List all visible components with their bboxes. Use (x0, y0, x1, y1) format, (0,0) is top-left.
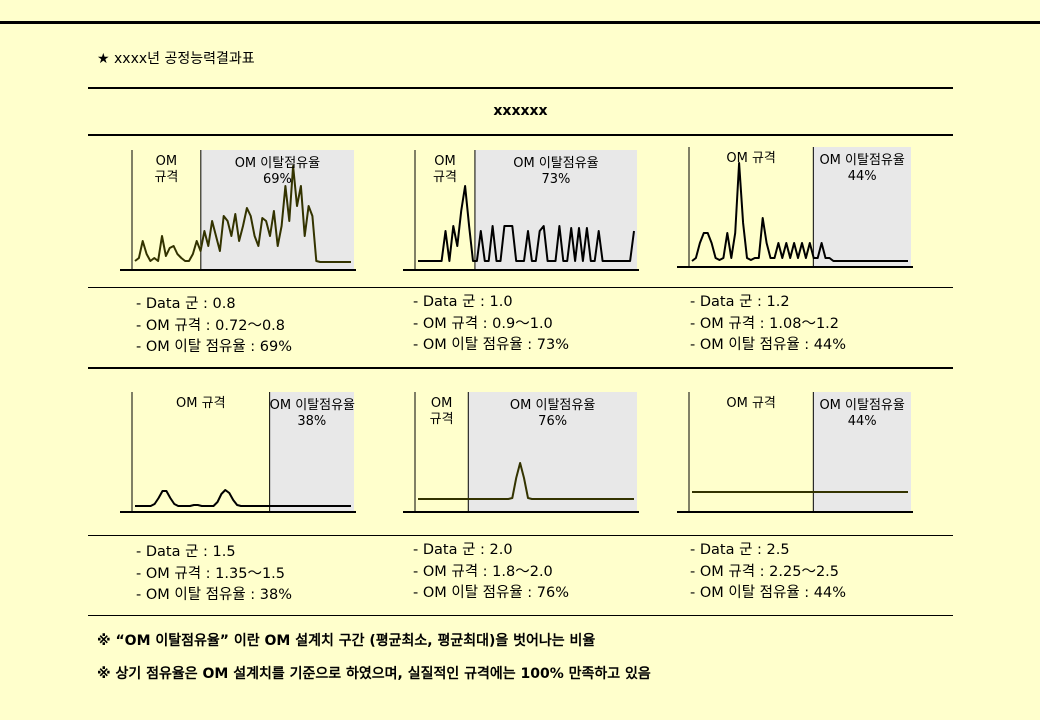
info-data-group: - Data 군 : 2.0 (413, 542, 513, 558)
table-header: xxxxxx (493, 103, 548, 119)
info-om-outside: - OM 이탈 점유율 : 76% (413, 585, 570, 601)
table-top-rule (88, 87, 953, 89)
info-om-spec: - OM 규격 : 0.9～1.0 (413, 315, 553, 332)
info-data-group: - Data 군 : 2.5 (690, 542, 790, 558)
spec-label: OM 규격 (726, 151, 776, 166)
chart-info: - Data 군 : 1.2 - OM 규격 : 1.08～1.2 - OM 이… (690, 292, 846, 357)
spec-label: OM 규격 (726, 396, 776, 411)
chart-svg (120, 392, 356, 513)
info-om-outside: - OM 이탈 점유율 : 73% (413, 337, 570, 353)
footnote-definition: ※ “OM 이탈점유율” 이란 OM 설계치 구간 (평균최소, 평균최대)을 … (97, 633, 596, 649)
table-header-rule (88, 134, 953, 136)
page-title: ★ xxxx년 공정능력결과표 (97, 51, 255, 67)
chart-svg (677, 392, 913, 513)
chart-panel: OM 규격 OM 이탈점유율 44% (677, 390, 917, 530)
chart-svg (403, 150, 639, 271)
info-om-outside: - OM 이탈 점유율 : 69% (136, 339, 293, 355)
chart-info: - Data 군 : 1.0 - OM 규격 : 0.9～1.0 - OM 이탈… (413, 292, 569, 357)
info-om-spec: - OM 규격 : 1.8～2.0 (413, 563, 553, 580)
outside-region (269, 392, 354, 512)
outside-label: OM 이탈점유율 73% (513, 156, 599, 187)
chart-info: - Data 군 : 1.5 - OM 규격 : 1.35～1.5 - OM 이… (136, 542, 292, 607)
chart-panel: OM 규격 OM 이탈점유율 69% (120, 148, 360, 288)
distribution-line (691, 162, 908, 262)
outside-region (813, 147, 911, 267)
outside-label: OM 이탈점유율 44% (819, 398, 905, 429)
distribution-line (135, 489, 351, 507)
spec-label: OM 규격 (429, 396, 454, 427)
info-om-spec: - OM 규격 : 2.25～2.5 (690, 563, 840, 580)
footnote-basis: ※ 상기 점유율은 OM 설계치를 기준으로 하였으며, 실질적인 규격에는 1… (97, 666, 651, 682)
distribution-line (134, 165, 351, 263)
row-separator-rule (88, 367, 953, 369)
chart-panel: OM 규격 OM 이탈점유율 38% (120, 390, 360, 530)
chart-panel: OM 규격 OM 이탈점유율 73% (403, 148, 643, 288)
chart-info: - Data 군 : 2.5 - OM 규격 : 2.25～2.5 - OM 이… (690, 540, 846, 605)
row2-info-rule (88, 535, 953, 536)
outside-label: OM 이탈점유율 38% (269, 398, 356, 429)
outside-region (200, 150, 354, 270)
info-data-group: - Data 군 : 0.8 (136, 296, 236, 312)
info-data-group: - Data 군 : 1.5 (136, 544, 236, 560)
chart-info: - Data 군 : 0.8 - OM 규격 : 0.72～0.8 - OM 이… (136, 294, 292, 359)
top-border-line (0, 21, 1040, 24)
info-data-group: - Data 군 : 1.0 (413, 294, 513, 310)
spec-label: OM 규격 (433, 154, 457, 185)
spec-label: OM 규격 (176, 396, 226, 411)
chart-svg (120, 150, 356, 271)
outside-label: OM 이탈점유율 44% (819, 153, 905, 184)
info-om-spec: - OM 규격 : 1.35～1.5 (136, 565, 286, 582)
chart-panel: OM 규격 OM 이탈점유율 76% (403, 390, 643, 530)
outside-label: OM 이탈점유율 76% (509, 398, 596, 429)
outside-region (468, 392, 637, 512)
chart-svg (403, 392, 639, 513)
chart-panel: OM 규격 OM 이탈점유율 44% (677, 145, 917, 285)
spec-label: OM 규격 (154, 154, 179, 185)
info-om-spec: - OM 규격 : 1.08～1.2 (690, 315, 840, 332)
info-om-outside: - OM 이탈 점유율 : 44% (690, 337, 847, 353)
info-om-outside: - OM 이탈 점유율 : 44% (690, 585, 847, 601)
info-data-group: - Data 군 : 1.2 (690, 294, 790, 310)
info-om-outside: - OM 이탈 점유율 : 38% (136, 587, 293, 603)
outside-label: OM 이탈점유율 69% (234, 156, 321, 187)
distribution-line (418, 185, 635, 262)
info-om-spec: - OM 규격 : 0.72～0.8 (136, 317, 286, 334)
chart-info: - Data 군 : 2.0 - OM 규격 : 1.8～2.0 - OM 이탈… (413, 540, 569, 605)
chart-svg (677, 147, 913, 268)
table-bottom-rule (88, 615, 953, 616)
row1-info-rule (88, 287, 953, 288)
distribution-line (418, 462, 634, 500)
